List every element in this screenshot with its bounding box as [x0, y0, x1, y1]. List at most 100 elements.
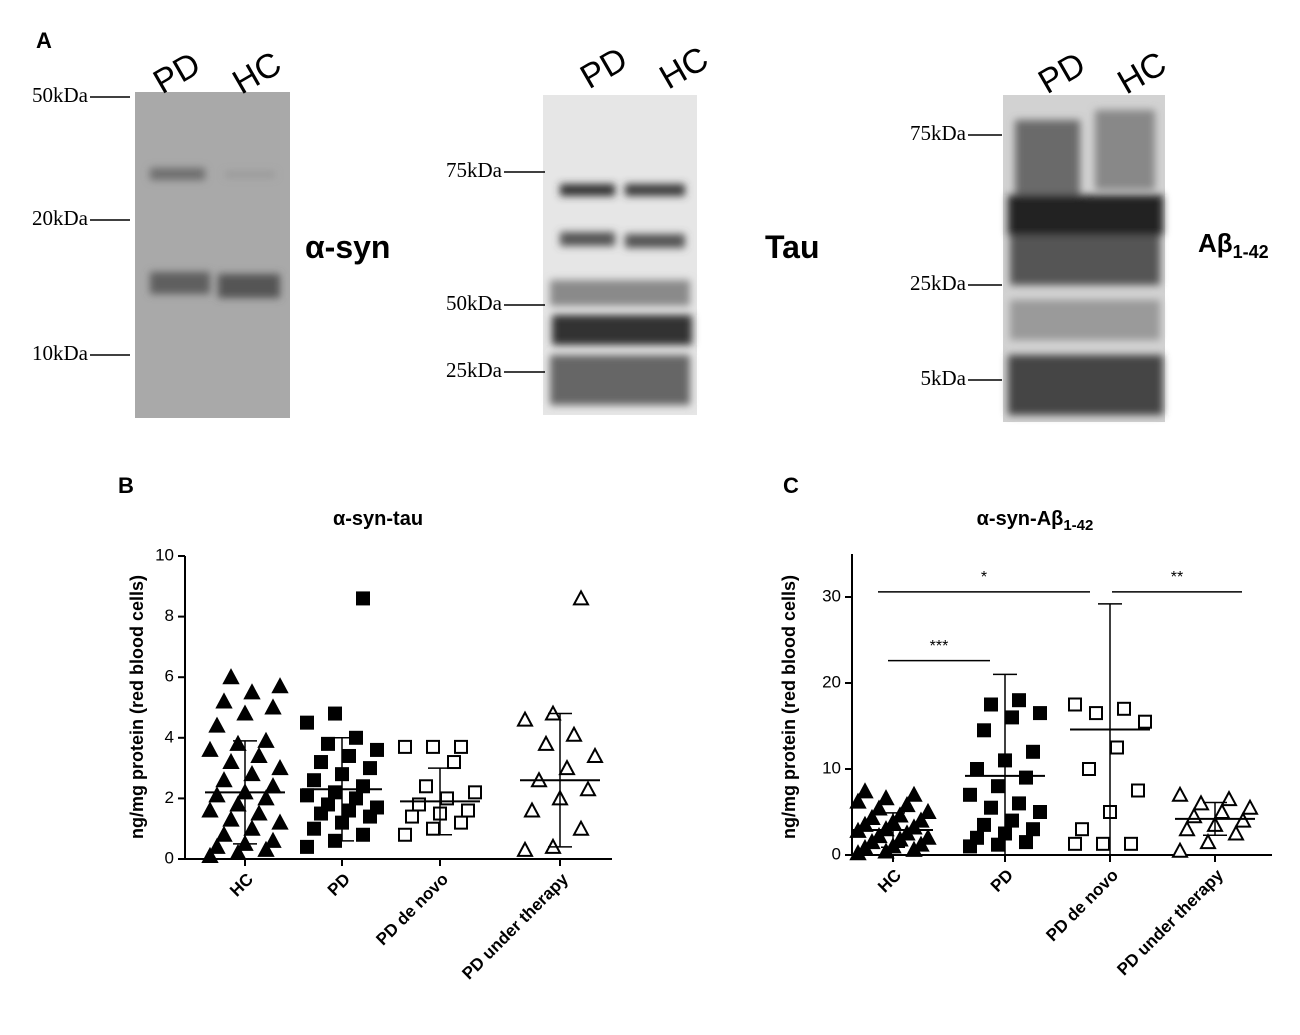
panel-label: A	[36, 28, 52, 53]
point	[201, 846, 219, 863]
point	[516, 840, 534, 857]
point	[977, 723, 991, 738]
point	[271, 677, 289, 694]
protein-label: Tau	[765, 229, 820, 265]
point	[307, 821, 321, 836]
point	[300, 839, 314, 854]
point	[356, 591, 370, 606]
point	[229, 795, 247, 812]
point	[984, 800, 998, 815]
point	[222, 752, 240, 770]
point	[250, 804, 268, 821]
point	[919, 828, 937, 845]
point	[201, 740, 219, 757]
marker-label: 10kDa	[32, 341, 89, 365]
bands	[550, 184, 692, 405]
point	[215, 771, 233, 788]
point	[572, 819, 590, 836]
point	[229, 843, 247, 860]
point	[300, 788, 314, 803]
point	[572, 589, 590, 606]
point	[236, 704, 254, 721]
point	[1110, 740, 1124, 755]
point	[970, 830, 984, 845]
point	[243, 819, 261, 836]
point	[565, 725, 583, 742]
point	[856, 782, 874, 799]
y-tick-label: 10	[155, 545, 174, 564]
point	[1171, 841, 1189, 858]
significance-label: **	[1171, 569, 1183, 586]
protein-name: α-syn	[305, 229, 390, 265]
point	[1005, 813, 1019, 828]
point	[307, 773, 321, 788]
y-tick-label: 4	[165, 727, 174, 746]
lane-label: PD	[574, 40, 634, 97]
point	[222, 668, 240, 685]
point	[579, 780, 597, 797]
point	[447, 755, 461, 770]
point	[243, 683, 261, 700]
bands	[150, 168, 280, 298]
point	[208, 716, 226, 733]
marker-label: 20kDa	[32, 206, 89, 230]
y-tick-label: 8	[165, 606, 174, 625]
point	[454, 739, 468, 754]
y-tick-label: 30	[822, 586, 841, 605]
point	[243, 765, 261, 782]
point	[1096, 836, 1110, 851]
point	[1089, 706, 1103, 721]
chart-title: α-syn-tau	[333, 508, 423, 530]
point	[1033, 805, 1047, 819]
point	[1131, 783, 1145, 798]
protein-sub: 1-42	[1233, 242, 1269, 262]
x-tick-label: HC	[226, 870, 257, 901]
marker-label: 5kDa	[921, 366, 967, 390]
point	[1199, 832, 1217, 850]
protein-name: Tau	[765, 229, 820, 265]
point	[440, 791, 454, 806]
marker-label: 25kDa	[910, 271, 967, 295]
y-axis-label: ng/mg protein (red blood cells)	[779, 575, 799, 839]
point	[264, 777, 282, 794]
point	[905, 785, 923, 802]
bands	[1008, 110, 1163, 415]
point	[426, 821, 440, 836]
point	[398, 739, 412, 754]
point	[264, 698, 282, 715]
point	[1138, 714, 1152, 729]
point	[877, 789, 895, 806]
point	[328, 785, 342, 800]
point	[1005, 710, 1019, 725]
point	[370, 800, 384, 815]
point	[250, 746, 268, 763]
x-tick-label: PD de novo	[372, 870, 452, 950]
point	[863, 808, 881, 826]
x-tick-label: PD	[324, 870, 354, 900]
point	[271, 758, 289, 776]
point	[849, 792, 867, 809]
point	[314, 755, 328, 770]
protein-name: Aβ	[1198, 228, 1233, 258]
point	[1227, 824, 1245, 841]
point	[1241, 798, 1259, 815]
point	[523, 801, 541, 818]
protein-label: Aβ1-42	[1198, 228, 1269, 262]
point	[991, 779, 1005, 794]
point	[208, 786, 226, 803]
point	[898, 796, 916, 813]
gel	[135, 92, 290, 418]
marker-label: 75kDa	[446, 158, 503, 182]
point	[1124, 836, 1138, 851]
panel-label: C	[783, 473, 799, 498]
title-main: α-syn-Aβ	[977, 508, 1064, 530]
lane-label: HC	[1111, 45, 1173, 102]
point	[461, 803, 475, 818]
x-tick-label: PD de novo	[1042, 866, 1122, 946]
point	[419, 779, 433, 794]
point	[201, 801, 219, 818]
significance-label: *	[981, 569, 987, 586]
point	[977, 817, 991, 832]
point	[970, 762, 984, 776]
